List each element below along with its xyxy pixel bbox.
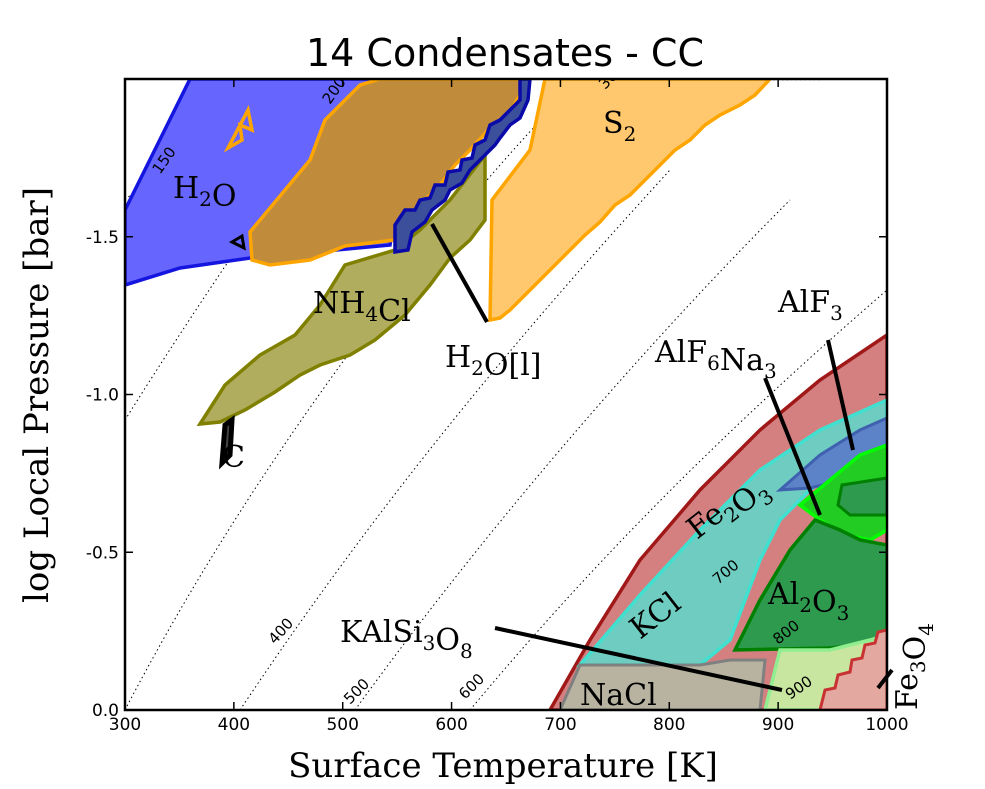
region-labels: H2ONH4ClH2O[l]S2CAlF3AlF6Na3Fe2O3Al2O3KC… <box>173 106 938 713</box>
label-Fe3O4: Fe3O4 <box>890 623 938 710</box>
x-tick-label: 600 <box>435 715 467 735</box>
label-S2: S2 <box>603 106 636 146</box>
x-tick-label: 300 <box>109 715 141 735</box>
region-NaCl <box>558 658 767 710</box>
label-NaCl: NaCl <box>580 678 657 713</box>
x-tick-label: 700 <box>544 715 576 735</box>
region-H2O-fragment <box>223 104 255 153</box>
chart-title: 14 Condensates - CC <box>306 31 704 75</box>
region-H2O-dot <box>228 233 246 251</box>
region-C <box>218 414 235 470</box>
region-Fe3O4 <box>818 628 887 710</box>
y-axis-ticks: 0.0 -0.5 -1.0 -1.5 <box>86 228 887 721</box>
plot-area: 150 200 300 400 500 600 700 800 900 <box>125 79 887 710</box>
x-axis-label: Surface Temperature [K] <box>288 746 718 786</box>
leader-KAlSi3O8 <box>494 626 783 692</box>
y-tick-label: -1.5 <box>86 228 119 248</box>
x-tick-label: 400 <box>218 715 250 735</box>
x-tick-label: 800 <box>653 715 685 735</box>
label-C: C <box>222 440 245 475</box>
label-Al2O3: Al2O3 <box>767 577 849 625</box>
leader-H2O-liquid <box>430 223 489 323</box>
y-axis-label: log Local Pressure [bar] <box>17 187 57 603</box>
y-tick-label: 0.0 <box>92 701 119 721</box>
y-tick-label: -0.5 <box>86 543 119 563</box>
leader-AlF6Na3 <box>763 377 822 516</box>
leader-AlF3 <box>826 339 855 451</box>
x-tick-label: 900 <box>762 715 794 735</box>
x-axis-ticks: 300 400 500 600 700 800 900 1000 <box>109 79 909 735</box>
x-tick-label: 500 <box>326 715 358 735</box>
leader-lines <box>430 223 894 692</box>
label-NH4Cl: NH4Cl <box>313 286 411 329</box>
label-AlF6Na3: AlF6Na3 <box>654 335 777 383</box>
region-overlap-brown <box>248 79 533 267</box>
region-AlF6Na3-inner <box>836 476 887 517</box>
region-NH4Cl <box>196 149 487 427</box>
label-AlF3: AlF3 <box>777 285 843 325</box>
label-H2Ol: H2O[l] <box>445 340 542 383</box>
label-H2O: H2O <box>173 171 237 214</box>
label-KAlSi3O8: KAlSi3O8 <box>340 615 473 663</box>
region-S2 <box>488 79 773 323</box>
x-tick-label: 1000 <box>865 715 908 735</box>
leader-Fe3O4 <box>876 668 894 690</box>
y-tick-label: -1.0 <box>86 386 119 406</box>
region-H2O-liquid <box>393 79 532 255</box>
